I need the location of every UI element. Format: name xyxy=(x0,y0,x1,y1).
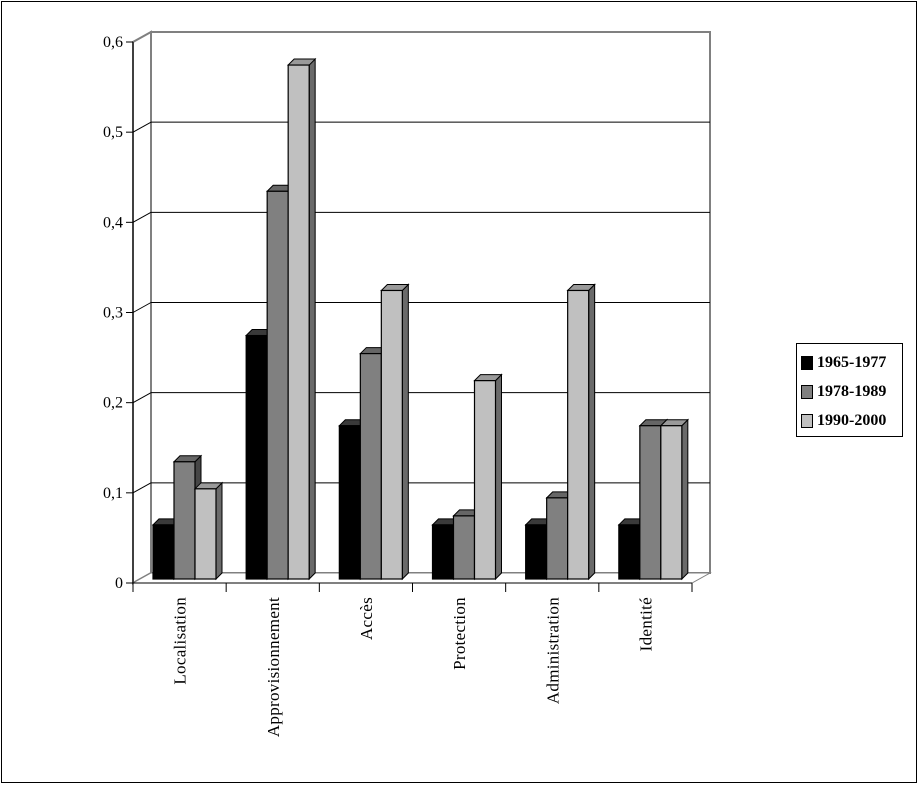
bar-0-1 xyxy=(173,461,196,580)
bar-1-2 xyxy=(287,64,310,580)
bar-1-1 xyxy=(266,190,289,580)
legend-item-series-1: 1965-1977 xyxy=(801,348,902,377)
bar-4-2 xyxy=(567,289,590,580)
category-label-3: Protection xyxy=(450,597,469,670)
bar-5-0 xyxy=(618,524,641,580)
bar-side xyxy=(308,57,316,581)
bar-0-0 xyxy=(152,524,175,580)
bar-4-0 xyxy=(525,524,548,580)
gridline-side xyxy=(132,211,152,223)
gridline-side xyxy=(132,482,152,494)
bar-2-1 xyxy=(359,352,382,580)
category-label-0: Localisation xyxy=(171,597,190,685)
bar-side xyxy=(681,418,689,581)
y-tick-label: 0,3 xyxy=(103,305,123,322)
category-label-1: Approvisionnement xyxy=(264,597,283,737)
legend: 1965-1977 1978-1989 1990-2000 xyxy=(796,343,903,437)
legend-label-series-3: 1990-2000 xyxy=(817,411,887,429)
gridline-side xyxy=(132,302,152,313)
legend-item-series-2: 1978-1989 xyxy=(801,377,902,406)
bar-0-2 xyxy=(194,488,217,580)
bar-5-2 xyxy=(660,425,683,580)
bar-side xyxy=(588,283,596,581)
legend-swatch-series-3 xyxy=(801,413,813,428)
category-label-4: Administration xyxy=(543,597,562,704)
bar-4-1 xyxy=(546,497,569,580)
bar-side xyxy=(401,283,409,581)
bar-side xyxy=(495,373,502,581)
bar-1-0 xyxy=(245,334,268,580)
bar-side xyxy=(215,481,223,581)
y-tick-label: 0,2 xyxy=(103,395,123,412)
legend-label-series-1: 1965-1977 xyxy=(817,353,887,371)
bar-5-1 xyxy=(639,425,662,580)
bar-3-0 xyxy=(431,524,455,580)
category-label-5: Identité xyxy=(636,597,655,651)
bar-3-2 xyxy=(473,380,497,580)
y-tick-label: 0,4 xyxy=(103,214,123,231)
legend-swatch-series-2 xyxy=(801,384,813,399)
bar-2-0 xyxy=(338,425,361,580)
gridline-side xyxy=(132,392,152,404)
legend-item-series-3: 1990-2000 xyxy=(801,406,902,435)
y-tick-label: 0,1 xyxy=(103,485,123,502)
category-label-2: Accès xyxy=(357,597,376,640)
gridline-side xyxy=(132,121,152,133)
legend-swatch-series-1 xyxy=(801,355,813,370)
bar-2-2 xyxy=(380,289,403,580)
y-tick-label: 0,6 xyxy=(103,34,123,51)
bar-3-1 xyxy=(452,515,476,580)
y-tick-label: 0,5 xyxy=(103,124,123,141)
y-tick-label: 0 xyxy=(115,575,123,592)
legend-label-series-2: 1978-1989 xyxy=(817,382,887,400)
